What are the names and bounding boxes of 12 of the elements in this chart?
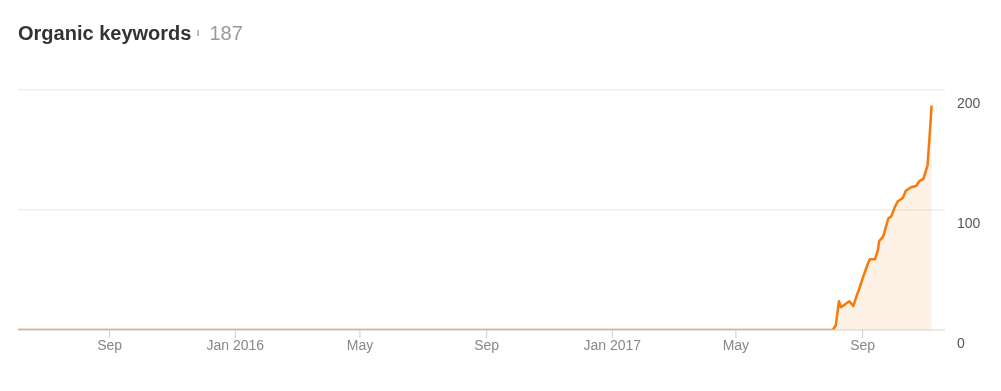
x-tick-label: Jan 2016: [206, 336, 265, 353]
x-tick-label: Sep: [850, 336, 876, 353]
x-tick-label: Sep: [97, 336, 123, 353]
y-tick-label: 200: [957, 95, 981, 111]
chart-subtitle: 187: [209, 22, 243, 45]
x-tick-label: Jan 2017: [583, 336, 642, 353]
y-tick-label: 100: [957, 215, 981, 231]
x-tick-label: May: [346, 336, 374, 353]
y-tick-label: 0: [957, 335, 965, 351]
x-tick-label: May: [722, 336, 750, 353]
chart-title: Organic keywords: [18, 22, 192, 45]
x-tick-label: Sep: [474, 336, 500, 353]
